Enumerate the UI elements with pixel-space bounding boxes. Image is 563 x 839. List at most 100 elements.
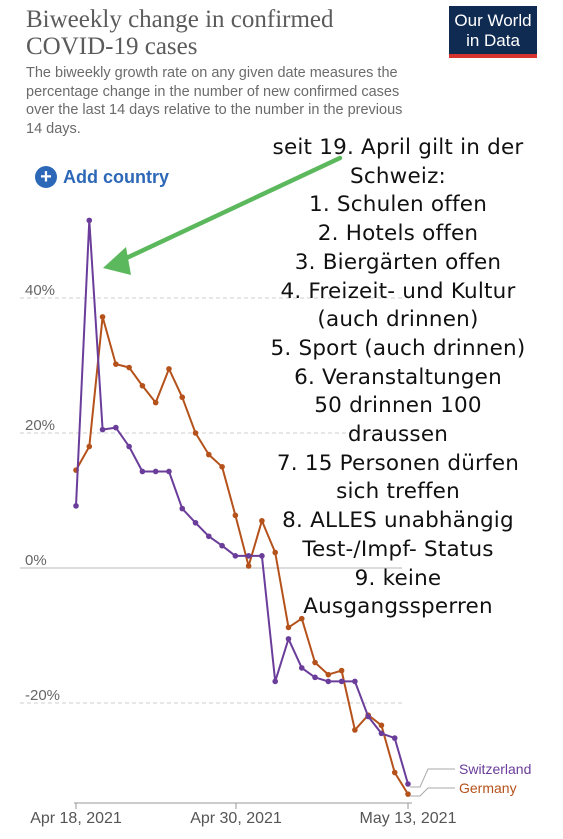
annotation-line: Ausgangssperren xyxy=(303,594,493,620)
y-tick-labels: -20% 0% 20% 40% xyxy=(25,282,60,704)
x-tick-label: Apr 30, 2021 xyxy=(190,810,282,827)
data-point xyxy=(391,735,398,741)
legend: Switzerland Germany xyxy=(410,761,531,797)
y-tick-label: -20% xyxy=(25,687,60,704)
annotation-line: 4. Freizeit- und Kultur xyxy=(280,278,516,304)
annotation-line: seit 19. April gilt in der xyxy=(272,135,524,160)
data-point xyxy=(405,781,411,787)
data-point xyxy=(179,394,186,401)
data-point xyxy=(352,727,358,733)
legend-label-germany[interactable]: Germany xyxy=(459,780,517,796)
data-point xyxy=(352,678,358,685)
data-point xyxy=(405,791,411,797)
chart-title-line-1: Biweekly change in confirmed xyxy=(26,6,334,33)
data-point xyxy=(192,430,199,436)
data-point xyxy=(232,512,239,519)
annotation-line: 6. Veranstaltungen xyxy=(294,364,502,390)
plus-circle-icon: + xyxy=(35,166,57,188)
data-point xyxy=(365,713,371,720)
data-point xyxy=(139,382,146,389)
data-point xyxy=(312,674,318,681)
data-point xyxy=(86,217,93,224)
annotation-line: 50 drinnen 100 xyxy=(314,393,482,419)
legend-connector xyxy=(410,787,455,797)
data-point xyxy=(272,678,279,685)
data-point xyxy=(126,443,132,450)
annotation-line: sich treffen xyxy=(336,479,460,505)
annotation-arrow xyxy=(103,155,343,275)
y-tick-label: 0% xyxy=(25,552,47,569)
annotation-line: 1. Schulen offen xyxy=(308,192,488,218)
annotation-line: draussen xyxy=(347,422,449,448)
our-world-in-data-logo[interactable]: Our World in Data xyxy=(449,6,537,58)
data-point xyxy=(73,503,79,509)
series-switzerland xyxy=(73,217,411,787)
chart-title-line-2: COVID-19 cases xyxy=(26,33,198,60)
legend-label-switzerland[interactable]: Switzerland xyxy=(459,761,531,777)
data-point xyxy=(152,468,159,475)
x-tick-label: May 13, 2021 xyxy=(360,810,457,827)
logo-line-2: in Data xyxy=(466,31,520,50)
chart-subtitle: The biweekly growth rate on any given da… xyxy=(26,65,403,137)
add-country-label: Add country xyxy=(63,166,169,187)
data-point xyxy=(338,667,345,674)
data-point xyxy=(245,553,252,559)
data-point xyxy=(285,624,292,631)
annotation-line: 3. Biergärten offen xyxy=(294,249,502,275)
annotation-text: seit 19. April gilt in der Schweiz: 1. Sch… xyxy=(248,134,548,622)
logo-line-1: Our World xyxy=(454,11,532,30)
data-point xyxy=(219,542,225,549)
data-point xyxy=(245,563,252,569)
data-point xyxy=(206,533,212,540)
data-point xyxy=(99,314,106,320)
grid-lines xyxy=(20,297,402,704)
data-point xyxy=(166,468,172,475)
data-point xyxy=(113,361,119,367)
data-point xyxy=(325,671,332,678)
data-point xyxy=(179,505,186,512)
data-point xyxy=(232,553,239,559)
x-tick-label: Apr 18, 2021 xyxy=(30,810,122,827)
chart-title: Biweekly change in confirmed COVID-19 ca… xyxy=(26,6,426,60)
data-point xyxy=(378,730,385,737)
y-tick-label: 40% xyxy=(25,282,55,299)
data-point xyxy=(259,553,265,559)
data-point xyxy=(86,443,93,450)
legend-connector xyxy=(410,768,455,788)
data-point xyxy=(312,659,318,666)
annotation-line: 8. ALLES unabhängig xyxy=(282,508,514,534)
x-axis: Apr 18, 2021 Apr 30, 2021 May 13, 2021 xyxy=(30,802,457,827)
annotation-line: (auch drinnen) xyxy=(317,307,479,333)
data-point xyxy=(325,678,332,685)
data-point xyxy=(219,463,225,470)
arrow-shaft xyxy=(115,155,343,265)
data-point xyxy=(206,451,212,458)
data-point xyxy=(166,366,172,372)
add-country-button[interactable]: + Add country xyxy=(35,166,169,188)
data-point xyxy=(126,364,132,371)
annotation-line: Test-/Impf- Status xyxy=(302,536,494,562)
data-point xyxy=(285,636,292,642)
annotation-line: 7. 15 Personen dürfen xyxy=(276,450,520,476)
arrow-head xyxy=(103,247,131,275)
data-point xyxy=(99,426,106,433)
data-point xyxy=(378,722,385,729)
y-tick-label: 20% xyxy=(25,417,55,434)
data-point xyxy=(152,399,159,406)
data-point xyxy=(338,678,345,685)
data-point xyxy=(391,769,398,776)
data-point xyxy=(259,517,265,524)
series-germany xyxy=(73,314,411,797)
data-point xyxy=(272,549,279,556)
series-line xyxy=(75,315,409,795)
data-point xyxy=(139,468,146,475)
annotation-line: 2. Hotels offen xyxy=(317,221,479,247)
data-point xyxy=(192,519,199,526)
data-point xyxy=(298,665,305,671)
annotation-line: 9. keine xyxy=(354,565,442,591)
annotation-line: 5. Sport (auch drinnen) xyxy=(270,335,526,361)
data-point xyxy=(113,424,119,431)
annotation-line: Schweiz: xyxy=(349,163,446,189)
series-lines xyxy=(73,217,411,797)
